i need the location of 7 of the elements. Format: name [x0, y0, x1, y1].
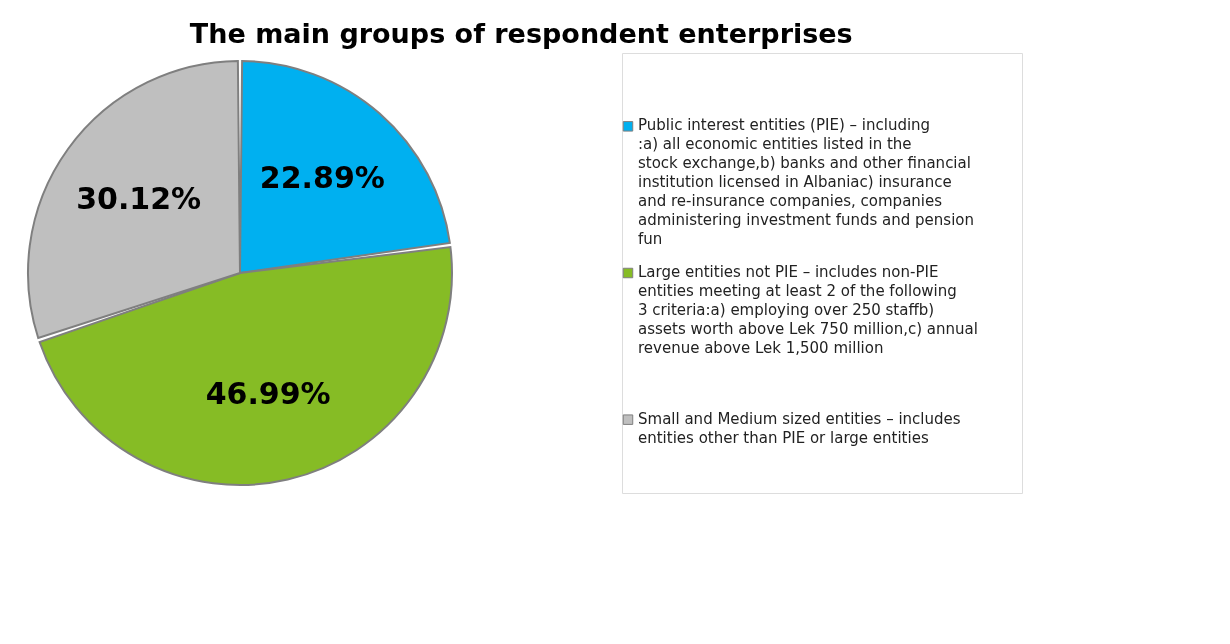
- data-label: 30.12%: [76, 180, 202, 216]
- legend-label: Large entities not PIE – includes non-PIE entities meeting at least 2 of the following 3 criteria:a) employing over 250 staffb) assets worth above Lek 750 million,c) annual revenue above Lek 1,500 million: [638, 263, 978, 357]
- data-label: 46.99%: [205, 375, 331, 411]
- legend-label: Small and Medium sized entities – includes entities other than PIE or large entities: [638, 409, 961, 447]
- data-label: 22.89%: [259, 159, 385, 195]
- legend-label: Public interest entities (PIE) – including :a) all economic entities listed in the stock exchange,b) banks and other financial institution licensed in Albaniac) insurance and re-insurance companies, companies administering investment funds and pension fun: [638, 116, 975, 249]
- chart-title: The main groups of respondent enterprises: [189, 17, 853, 49]
